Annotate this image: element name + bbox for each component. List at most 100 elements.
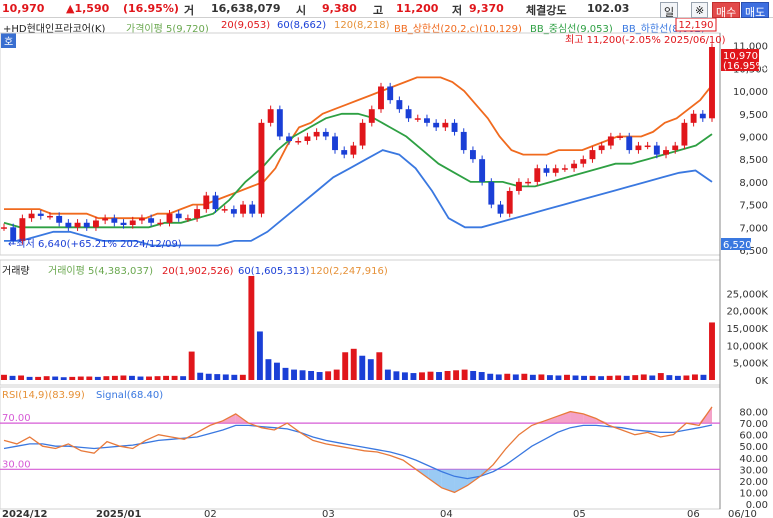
candle-body	[332, 136, 338, 151]
candle-body	[47, 215, 53, 218]
volume-bar	[649, 375, 656, 380]
volume-bar	[333, 369, 340, 380]
volume-bar	[231, 374, 238, 380]
volume-bar	[674, 375, 681, 380]
volume-bar	[470, 370, 477, 380]
high-value: 11,200	[396, 2, 439, 15]
volume-ma20-legend: 20(1,902,526)	[162, 266, 234, 277]
volume-bar	[316, 372, 323, 380]
date-tick-label: 06/10	[728, 509, 757, 518]
volume-tick-label: 15,000K	[726, 324, 768, 335]
candle-body	[138, 218, 145, 221]
volume-bar	[529, 374, 536, 380]
volume-bar	[188, 351, 195, 380]
period-button[interactable]: 일	[660, 2, 679, 19]
candle-body	[249, 204, 256, 214]
volume-legend: 거래량	[2, 265, 30, 277]
rsi-overbought-fill	[557, 411, 571, 424]
volume-bar	[555, 375, 562, 380]
ma120-legend: 120(8,218)	[334, 20, 390, 31]
candle-body	[1, 227, 7, 229]
volume-bar	[461, 369, 468, 380]
volume-bar	[359, 355, 366, 380]
volume-bar	[538, 374, 545, 380]
price-tick-label: 6,500	[739, 246, 768, 257]
volume-bar	[60, 377, 67, 380]
high-label: 고	[373, 4, 384, 17]
date-tick-label: 02	[204, 509, 217, 518]
candle-body	[74, 222, 81, 228]
candle-body	[359, 122, 366, 146]
volume-bar	[453, 370, 460, 380]
candle-body	[626, 136, 633, 151]
volume-bar	[419, 372, 425, 380]
volume-label: 거	[184, 4, 195, 17]
candle-body	[286, 136, 292, 141]
ma60-legend: 60(8,662)	[277, 20, 327, 31]
volume-bar	[1, 374, 7, 380]
candle-body	[534, 168, 541, 182]
bb-mid-line	[3, 112, 713, 229]
volume-tick-label: 20,000K	[726, 307, 768, 318]
candle-body	[433, 122, 440, 128]
candle-body	[442, 122, 449, 128]
rsi-overbought-fill	[570, 411, 584, 424]
low-annotation: ←최저 6,640(+65.21% 2024/12/09)	[8, 238, 182, 250]
last-price-tag-value: 10,970	[723, 51, 758, 62]
volume-bar	[393, 371, 400, 380]
volume-bar	[700, 374, 707, 380]
candle-body	[690, 113, 697, 123]
settings-button[interactable]: ※	[691, 2, 709, 18]
candle-body	[699, 113, 706, 119]
sell-button[interactable]: 매도	[741, 2, 770, 19]
volume-bar	[26, 376, 33, 380]
volume-bar	[103, 376, 110, 380]
price-tick-label: 9,500	[739, 110, 768, 121]
volume-bar	[18, 375, 25, 380]
volume-tick-label: 5,000K	[733, 359, 769, 370]
volume-bar	[342, 352, 349, 380]
candle-body	[10, 227, 17, 241]
candle-body	[387, 86, 394, 101]
candle-body	[598, 145, 605, 151]
current-price-box	[675, 18, 717, 32]
volume-bar	[120, 375, 127, 380]
volume-bar	[589, 375, 596, 380]
stock-chart[interactable]: 11,00010,50010,0009,5009,0008,5008,0007,…	[0, 18, 773, 518]
volume-bar	[598, 376, 605, 380]
date-tick-label: 03	[322, 509, 335, 518]
candle-body	[617, 136, 624, 138]
volume-bar	[9, 375, 16, 380]
date-tick-label: 05	[573, 509, 586, 518]
volume-bar	[325, 371, 332, 380]
bb-mid-legend: BB_중심선(9,053)	[530, 24, 613, 35]
candle-body	[506, 190, 513, 214]
volume-bar	[367, 359, 374, 380]
volume-bar	[495, 374, 502, 380]
open-label: 시	[296, 4, 307, 17]
candle-body	[83, 222, 90, 228]
candle-body	[230, 209, 237, 214]
candle-body	[194, 209, 201, 219]
candle-body	[157, 222, 164, 225]
candle-body	[175, 213, 182, 219]
volume-bar	[77, 376, 84, 380]
candle-body	[488, 181, 495, 205]
volume-bar	[197, 372, 204, 380]
last-price-tag	[721, 49, 759, 71]
candle-body	[28, 213, 35, 219]
volume-bar	[265, 359, 272, 380]
date-tick-label: 06	[687, 509, 700, 518]
volume-bar	[401, 372, 408, 380]
volume-value: 16,638,079	[211, 2, 281, 15]
hogi-button[interactable]: 호	[1, 33, 17, 48]
bb-lower-line	[4, 149, 713, 247]
rsi-overbought-fill	[596, 418, 610, 424]
buy-button[interactable]: 매수	[712, 2, 741, 19]
volume-bar	[154, 376, 161, 380]
rsi-tick-label: 10.00	[739, 488, 768, 499]
volume-ma60-legend: 60(1,605,313)	[238, 266, 310, 277]
volume-bar	[487, 373, 494, 380]
volume-bar	[666, 375, 673, 380]
candle-body	[276, 109, 283, 137]
